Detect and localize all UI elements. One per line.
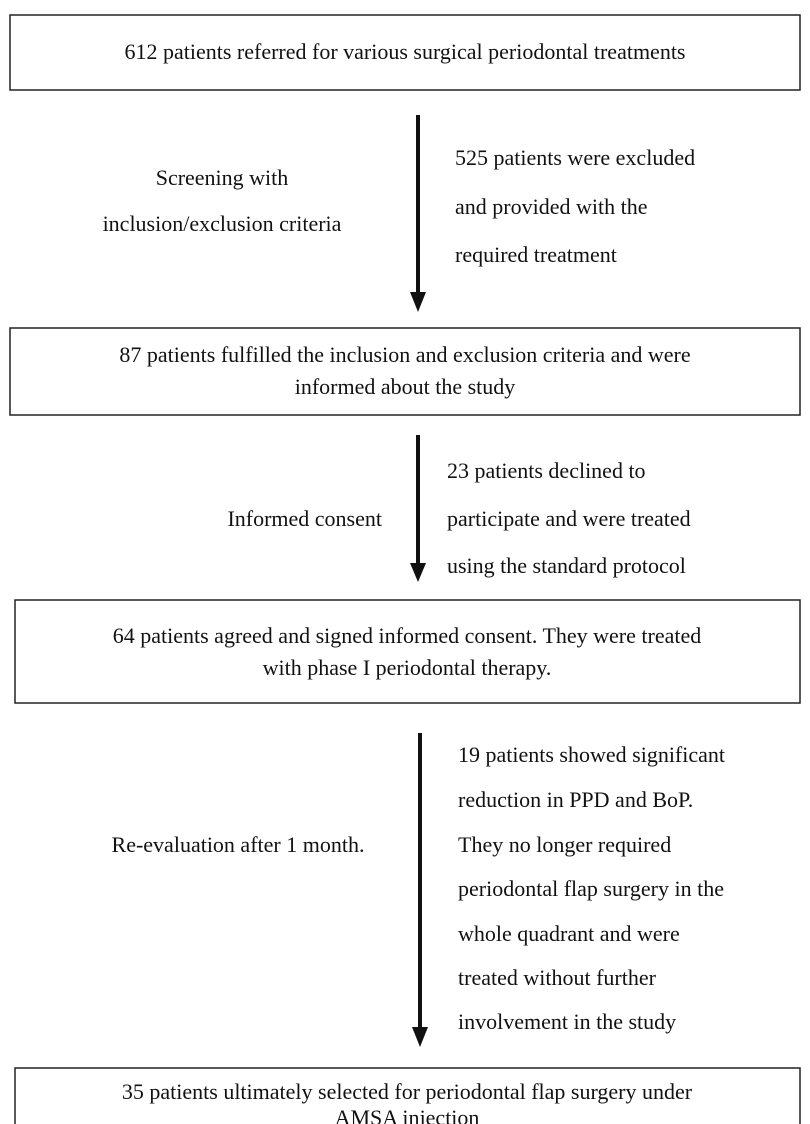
step-label: Screening with — [156, 165, 289, 190]
step-note: 23 patients declined to — [447, 458, 646, 483]
step-note: 525 patients were excluded — [455, 145, 695, 170]
step-label: Informed consent — [227, 506, 382, 531]
box-text: 87 patients fulfilled the inclusion and … — [119, 342, 690, 367]
step-note: and provided with the — [455, 194, 647, 219]
box — [14, 1067, 801, 1124]
step-note: reduction in PPD and BoP. — [458, 787, 693, 812]
box-text: 35 patients ultimately selected for peri… — [122, 1079, 693, 1104]
box-text: 64 patients agreed and signed informed c… — [113, 623, 702, 648]
step-note: 19 patients showed significant — [458, 742, 725, 767]
step-note: using the standard protocol — [447, 553, 686, 578]
step-note: They no longer required — [458, 832, 671, 857]
box-text: AMSA injection — [335, 1105, 480, 1124]
box — [14, 599, 801, 704]
box — [9, 14, 801, 91]
box — [9, 327, 801, 416]
step-note: whole quadrant and were — [458, 921, 680, 946]
arrow-head — [410, 292, 426, 312]
step-note: involvement in the study — [458, 1009, 676, 1034]
box-text: informed about the study — [295, 374, 516, 399]
step-note: treated without further — [458, 965, 657, 990]
step-label: inclusion/exclusion criteria — [103, 211, 342, 236]
arrow-head — [410, 563, 426, 582]
step-note: required treatment — [455, 242, 617, 267]
step-note: periodontal flap surgery in the — [458, 876, 724, 901]
box-text: with phase I periodontal therapy. — [263, 655, 552, 680]
step-label: Re-evaluation after 1 month. — [112, 832, 365, 857]
step-note: participate and were treated — [447, 506, 691, 531]
arrow-head — [412, 1027, 428, 1047]
box-text: 612 patients referred for various surgic… — [124, 39, 685, 64]
